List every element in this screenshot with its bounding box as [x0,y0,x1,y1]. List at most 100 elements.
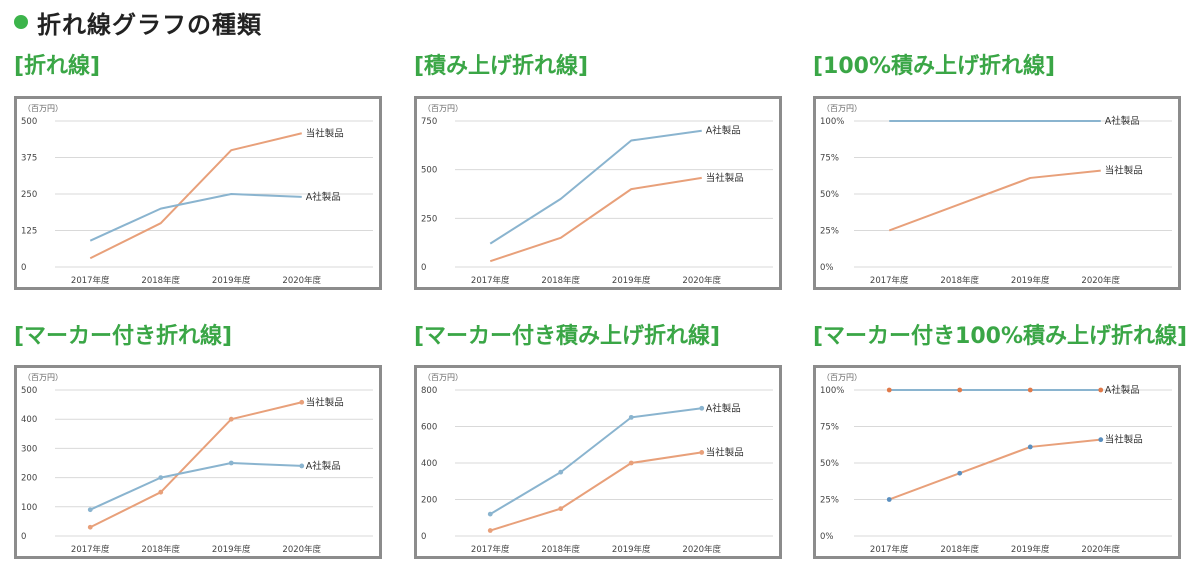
y-tick-label: 0 [21,532,26,542]
y-tick-label: 0% [820,263,834,273]
series-label: 当社製品 [706,172,744,184]
x-tick-label: 2017年度 [71,544,110,555]
x-tick-label: 2019年度 [212,544,251,555]
y-tick-label: 800 [421,386,437,396]
y-tick-label: 500 [21,117,37,127]
y-tick-label: 600 [421,423,437,433]
series-label: 当社製品 [306,127,344,139]
y-tick-label: 0 [21,263,26,273]
y-tick-label: 250 [421,214,437,224]
chart-block-marker-line: [マーカー付き折れ線] （百万円） 0 100 200 300 400 500 2017年度 2… [14,322,386,559]
data-point [299,399,305,405]
data-point [228,460,234,466]
data-point [699,405,705,411]
series-label: A社製品 [706,402,741,414]
y-tick-label: 100% [820,117,844,127]
data-point [957,387,963,393]
data-point [158,489,164,495]
chart-stacked-line: （百万円） 0 250 500 750 2017年度 2018年度 2019年度 2020年度 A… [421,104,773,286]
y-tick-label: 200 [421,496,437,506]
chart-title: [マーカー付き積み上げ折れ線] [414,324,721,349]
data-point [558,506,564,512]
chart-marker-line: （百万円） 0 100 200 300 400 500 2017年度 2018年度 2019年度 2… [21,373,373,555]
page-header: 折れ線グラフの種類 [14,4,262,40]
series-label: A社製品 [306,191,341,203]
y-tick-label: 100% [820,386,844,396]
data-point [957,470,963,476]
series-line [89,193,302,242]
data-point [158,475,164,480]
y-tick-label: 400 [21,415,37,425]
x-tick-label: 2017年度 [870,544,909,555]
x-tick-label: 2018年度 [541,275,580,286]
x-tick-label: 2018年度 [940,275,979,286]
chart-frame: （百万円） 0 250 500 750 2017年度 2018年度 2019年度 2020年度 A… [414,96,782,290]
chart-block-line: [折れ線] （百万円） 0 125 250 375 500 2017年度 2018年度 2019… [14,52,386,290]
data-point [299,463,305,469]
data-point [228,416,234,422]
unit-label: （百万円） [23,104,63,113]
y-tick-label: 0 [421,532,426,542]
chart-title: [マーカー付き100%積み上げ折れ線] [813,324,1188,349]
x-tick-label: 2020年度 [682,544,721,555]
series-label: A社製品 [706,125,741,137]
y-tick-label: 25% [820,496,839,506]
y-tick-label: 50% [820,459,839,469]
chart-line: （百万円） 0 125 250 375 500 2017年度 2018年度 2019年度 2020… [21,104,373,286]
data-point [886,497,892,502]
chart-block-marker-stacked-line: [マーカー付き積み上げ折れ線] （百万円） 0 200 400 600 800 2017年度… [414,322,786,559]
chart-title: [マーカー付き折れ線] [14,324,233,349]
series-label: A社製品 [1105,115,1140,127]
x-tick-label: 2017年度 [870,275,909,286]
y-tick-label: 25% [820,227,839,237]
data-point [558,469,564,475]
y-tick-label: 75% [820,154,839,164]
chart-frame: （百万円） 0 100 200 300 400 500 2017年度 2018年度 2019年度 2… [14,365,382,559]
y-tick-label: 375 [21,154,37,164]
y-tick-label: 300 [21,444,37,454]
unit-label: （百万円） [23,373,63,382]
series-label: 当社製品 [306,396,344,408]
y-tick-label: 500 [21,386,37,396]
chart-frame: （百万円） 0 125 250 375 500 2017年度 2018年度 2019年度 2020… [14,96,382,290]
x-tick-label: 2018年度 [541,544,580,555]
y-tick-label: 125 [21,227,37,237]
x-tick-label: 2019年度 [212,275,251,286]
page-title: 折れ線グラフの種類 [37,10,262,39]
chart-frame: （百万円） 0% 25% 50% 75% 100% 2017年度 2018年度 2019年度 20… [813,365,1181,559]
data-point [628,460,634,466]
series-label: 当社製品 [706,446,744,458]
y-tick-label: 75% [820,423,839,433]
series-line [888,169,1101,232]
unit-label: （百万円） [423,104,463,113]
x-tick-label: 2019年度 [612,544,651,555]
data-point [628,414,634,420]
series-line [89,401,302,529]
series-label: A社製品 [306,460,341,472]
series-label: 当社製品 [1105,165,1143,177]
unit-label: （百万円） [822,104,862,113]
y-tick-label: 500 [421,166,437,176]
unit-label: （百万円） [423,373,463,382]
data-point [1098,387,1104,393]
x-tick-label: 2018年度 [141,544,180,555]
series-label: 当社製品 [1105,434,1143,446]
y-tick-label: 750 [421,117,437,127]
data-point [1098,437,1104,443]
y-tick-label: 400 [421,459,437,469]
series-line [89,462,302,511]
bullet-dot-icon [14,15,28,29]
x-tick-label: 2020年度 [282,275,321,286]
y-tick-label: 50% [820,190,839,200]
x-tick-label: 2019年度 [612,275,651,286]
unit-label: （百万円） [822,373,862,382]
y-tick-label: 0% [820,532,834,542]
chart-title: [100%積み上げ折れ線] [813,54,1056,79]
data-point [1027,387,1033,393]
x-tick-label: 2017年度 [471,275,510,286]
data-point [1027,444,1033,450]
series-line [489,176,702,263]
chart-title: [積み上げ折れ線] [414,54,589,79]
x-tick-label: 2020年度 [282,544,321,555]
x-tick-label: 2017年度 [471,544,510,555]
